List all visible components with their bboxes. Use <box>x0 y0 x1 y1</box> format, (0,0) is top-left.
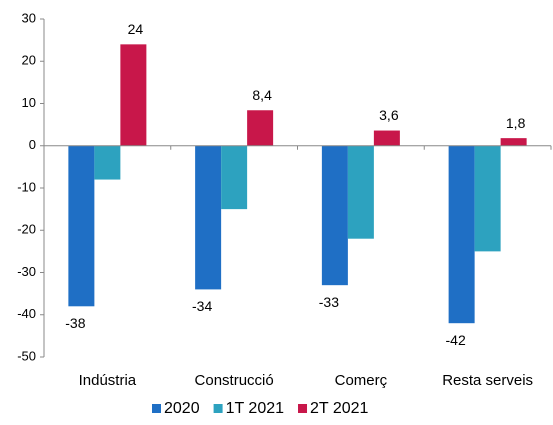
bar <box>347 145 374 239</box>
data-label: -38 <box>65 315 85 331</box>
bar <box>373 130 400 146</box>
y-tick-label: -20 <box>17 222 36 237</box>
y-tick-label: 20 <box>22 53 36 68</box>
legend-label: 2T 2021 <box>310 400 369 417</box>
legend-swatch <box>213 404 223 413</box>
legend-swatch <box>152 404 161 413</box>
data-label: 1,8 <box>506 115 526 131</box>
legend-swatch <box>298 404 308 413</box>
x-tick-label: Indústria <box>79 372 137 389</box>
y-tick-label: -10 <box>17 179 36 194</box>
y-tick-label: -40 <box>17 306 36 321</box>
y-tick-label: 30 <box>22 10 36 25</box>
data-label: -34 <box>192 298 212 314</box>
y-tick-label: -30 <box>17 264 36 279</box>
y-tick-label: 0 <box>29 137 36 152</box>
bar <box>448 145 475 324</box>
bar <box>221 145 248 210</box>
y-tick-label: 10 <box>22 95 36 110</box>
x-tick-label: Resta serveis <box>442 372 533 389</box>
bar <box>500 138 527 146</box>
bar <box>321 145 348 286</box>
data-label: 24 <box>128 21 144 37</box>
bar <box>94 145 121 180</box>
bar <box>68 145 95 307</box>
legend-label: 2020 <box>164 400 200 417</box>
y-tick-label: -50 <box>17 348 36 363</box>
bar <box>247 110 274 146</box>
data-label: -33 <box>319 294 339 310</box>
bar <box>474 145 501 252</box>
x-tick-label: Comerç <box>335 372 388 389</box>
data-label: 8,4 <box>252 87 272 103</box>
data-label: -42 <box>446 332 466 348</box>
data-label: 3,6 <box>379 107 399 123</box>
bar <box>195 145 222 290</box>
bar <box>120 44 147 146</box>
legend-label: 1T 2021 <box>226 400 285 417</box>
x-tick-label: Construcció <box>195 372 274 389</box>
